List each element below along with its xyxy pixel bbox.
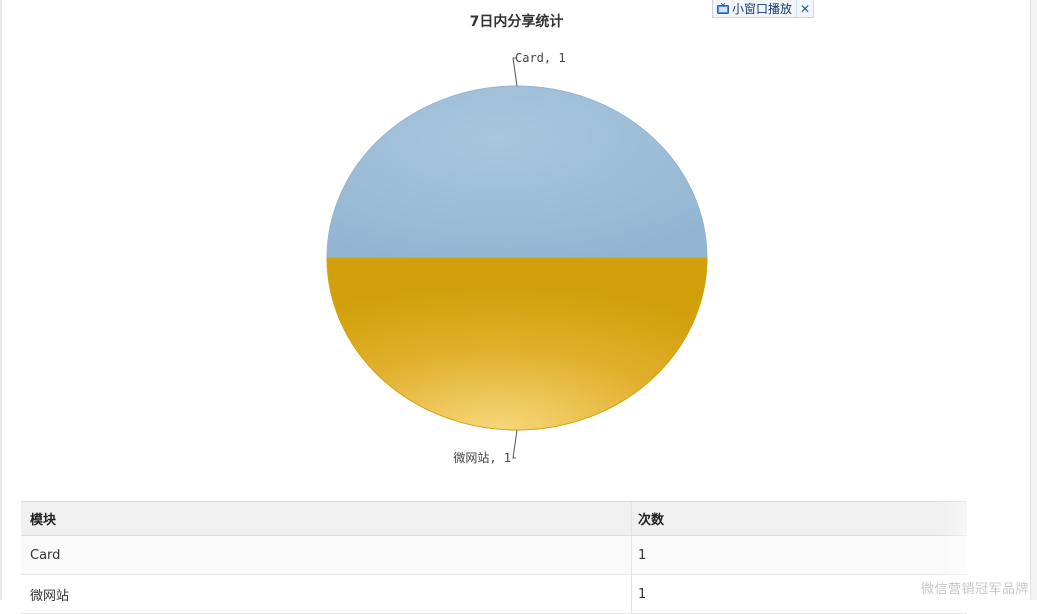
pie-slice-1[interactable] xyxy=(326,257,708,431)
column-header-module: 模块 xyxy=(21,501,632,536)
table-header-row: 模块 次数 xyxy=(21,501,967,536)
mini-window-play-button[interactable]: 小窗口播放 xyxy=(713,0,798,17)
frame-left-border xyxy=(0,0,2,600)
table-cell-count: 1 xyxy=(631,574,967,614)
table-row: 微网站 1 xyxy=(21,574,967,614)
table-cell-count: 1 xyxy=(631,535,967,575)
table-cell-module: 微网站 xyxy=(21,574,632,614)
pie-slice-0[interactable] xyxy=(326,85,708,259)
frame-right-scrollbar[interactable] xyxy=(1030,0,1037,600)
watermark: 微信营销冠军品牌 xyxy=(921,582,1030,597)
table-cell-module: Card xyxy=(21,535,632,575)
share-stats-table: 模块 次数 Card 1 微网站 1 xyxy=(21,501,967,614)
table-fade-overlay xyxy=(940,495,1025,600)
tv-icon xyxy=(717,2,729,14)
chart-title: 7日内分享统计 xyxy=(469,14,564,30)
share-stats-table-wrapper: 模块 次数 Card 1 微网站 1 xyxy=(21,501,967,614)
column-header-count: 次数 xyxy=(631,501,967,536)
table-row: Card 1 xyxy=(21,535,967,575)
mini-window-play-label: 小窗口播放 xyxy=(732,2,793,16)
close-icon[interactable]: ✕ xyxy=(799,1,811,16)
slice-label-0: Card, 1 xyxy=(515,51,566,65)
leader-line-1 xyxy=(512,429,518,459)
leader-line-0 xyxy=(512,57,518,87)
pie-chart: Card, 1 微网站, 1 xyxy=(326,51,708,465)
slice-label-1: 微网站, 1 xyxy=(453,451,511,465)
mini-player-bar: 小窗口播放 ✕ xyxy=(712,0,815,18)
